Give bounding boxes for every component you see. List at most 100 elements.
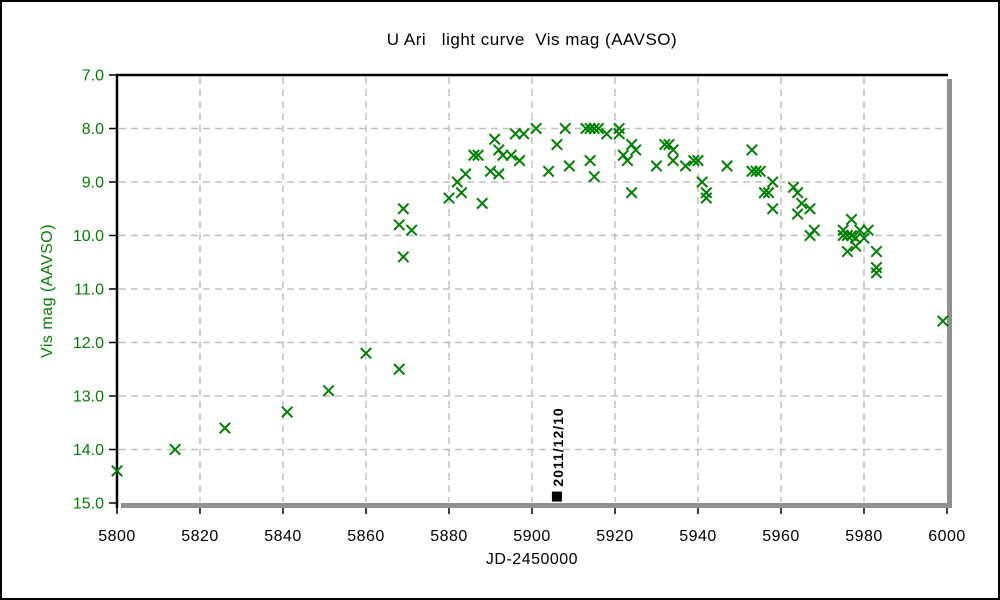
- data-point-marker: [862, 224, 875, 237]
- y-tick-label: 10.0: [73, 228, 104, 245]
- data-point-marker: [467, 149, 480, 162]
- data-point-marker: [667, 154, 680, 167]
- data-point-marker: [459, 168, 472, 180]
- x-tick-label: 5900: [513, 528, 551, 545]
- data-point-marker: [584, 154, 597, 167]
- y-tick-label: 8.0: [82, 121, 104, 138]
- data-point-marker: [625, 186, 638, 199]
- data-point-marker: [692, 154, 704, 167]
- data-point-marker: [484, 165, 497, 178]
- x-tick-label: 5880: [430, 528, 468, 545]
- y-tick-label: 11.0: [74, 282, 104, 299]
- x-tick-label: 5800: [98, 528, 136, 545]
- data-point-marker: [658, 138, 671, 151]
- data-point-marker: [563, 160, 576, 172]
- data-point-marker: [853, 224, 866, 237]
- data-point-marker: [746, 165, 758, 178]
- data-point-marker: [542, 165, 555, 178]
- data-point-marker: [281, 406, 294, 418]
- data-point-marker: [721, 160, 733, 172]
- data-point-marker: [488, 133, 501, 146]
- data-point-marker: [841, 245, 854, 258]
- data-point-marker: [492, 168, 505, 180]
- data-point-marker: [766, 202, 779, 215]
- data-point-marker: [766, 176, 779, 188]
- annotation-label: 2011/12/10: [550, 407, 566, 486]
- data-point-marker: [613, 127, 626, 140]
- y-tick-label: 13.0: [73, 389, 104, 406]
- data-point-marker: [650, 160, 663, 172]
- data-point-marker: [455, 186, 468, 199]
- data-point-marker: [754, 165, 767, 178]
- data-point-marker: [397, 202, 410, 215]
- data-point-marker: [393, 218, 406, 231]
- data-point-marker: [588, 122, 601, 135]
- x-tick-label: 5960: [762, 528, 800, 545]
- data-point-marker: [791, 208, 804, 221]
- data-point-marker: [497, 149, 509, 162]
- data-point-marker: [696, 176, 709, 188]
- x-tick-label: 5860: [347, 528, 385, 545]
- data-point-marker: [762, 186, 775, 199]
- data-point-marker: [443, 192, 455, 204]
- x-axis-title: JD-2450000: [485, 551, 579, 568]
- data-point-marker: [393, 363, 406, 376]
- data-point-marker: [550, 138, 563, 151]
- y-tick-label: 14.0: [73, 442, 104, 459]
- data-point-marker: [845, 213, 858, 226]
- data-point-marker: [858, 232, 870, 245]
- data-point-marker: [758, 186, 771, 199]
- data-point-marker: [849, 232, 862, 245]
- data-point-marker: [746, 143, 758, 156]
- data-point-marker: [584, 122, 597, 135]
- data-point-marker: [679, 160, 692, 172]
- data-point-marker: [837, 229, 850, 242]
- data-point-marker: [808, 224, 821, 237]
- x-tick-label: 5840: [264, 528, 302, 545]
- data-point-marker: [559, 122, 572, 135]
- data-point-marker: [405, 224, 418, 237]
- data-point-marker: [322, 384, 335, 397]
- y-tick-label: 15.0: [73, 496, 104, 513]
- y-tick-label: 9.0: [82, 175, 104, 192]
- y-tick-label: 7.0: [82, 68, 104, 85]
- data-point-marker: [870, 245, 883, 258]
- data-point-marker: [700, 192, 713, 204]
- data-point-marker: [621, 154, 634, 167]
- data-point-marker: [804, 202, 816, 215]
- data-point-marker: [218, 422, 231, 435]
- data-point-marker: [397, 250, 410, 263]
- data-point-marker: [629, 143, 642, 156]
- data-point-marker: [505, 149, 518, 162]
- data-point-marker: [509, 127, 522, 140]
- data-point-marker: [360, 347, 372, 360]
- data-point-marker: [687, 154, 700, 167]
- data-point-marker: [169, 443, 182, 456]
- x-tick-label: 6000: [928, 528, 966, 545]
- data-point-marker: [111, 464, 123, 477]
- data-point-marker: [870, 267, 883, 279]
- data-point-marker: [841, 229, 854, 242]
- annotation-marker: [551, 491, 562, 502]
- data-point-marker: [791, 186, 804, 199]
- data-point-marker: [513, 154, 526, 167]
- y-tick-label: 12.0: [73, 335, 104, 352]
- data-point-marker: [750, 165, 763, 178]
- x-tick-label: 5940: [679, 528, 717, 545]
- data-point-marker: [472, 149, 484, 162]
- chart-title: U Ari light curve Vis mag (AAVSO): [386, 30, 678, 49]
- data-point-marker: [517, 127, 530, 140]
- data-point-marker: [476, 197, 489, 210]
- data-point-marker: [936, 315, 949, 328]
- x-tick-label: 5980: [845, 528, 883, 545]
- data-point-marker: [530, 122, 543, 135]
- data-point-marker: [592, 122, 605, 135]
- x-tick-label: 5820: [181, 528, 219, 545]
- data-point-marker: [667, 143, 680, 156]
- data-point-marker: [588, 170, 601, 183]
- data-point-marker: [600, 127, 613, 140]
- data-point-marker: [795, 197, 808, 210]
- x-tick-label: 5920: [596, 528, 634, 545]
